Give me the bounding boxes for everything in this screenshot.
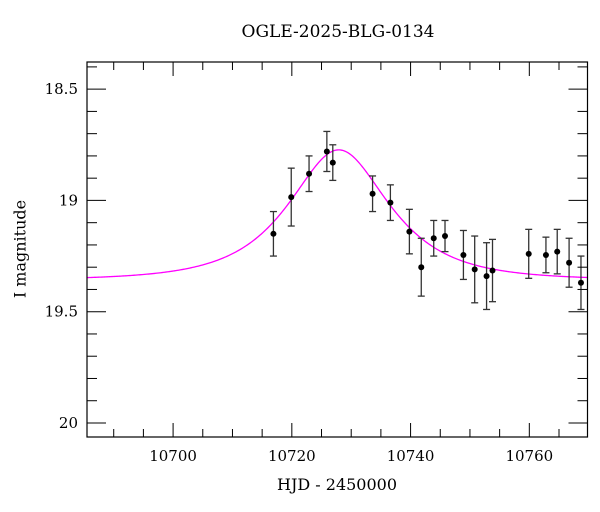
data-point (417, 237, 425, 297)
data-point (269, 210, 277, 257)
data-point (305, 155, 313, 193)
data-point (287, 167, 295, 227)
data-point (386, 184, 394, 222)
x-tick-label: 10760 (505, 447, 553, 465)
y-tick-label: 19.5 (45, 303, 78, 321)
data-point (430, 219, 438, 257)
data-point (369, 175, 377, 213)
plot-frame: 10700 10720 10740 10760 18.5 19 19.5 20 (45, 61, 589, 465)
data-points (269, 130, 585, 311)
data-point (329, 144, 337, 182)
y-tick-label: 19 (59, 191, 78, 209)
x-axis-label: HJD - 2450000 (276, 475, 398, 494)
data-point (577, 255, 585, 311)
data-point (553, 228, 561, 275)
data-point (405, 208, 413, 255)
data-point (525, 228, 533, 279)
data-point (542, 236, 550, 274)
model-curve (86, 149, 588, 279)
data-point (489, 238, 497, 303)
data-point (565, 237, 573, 288)
x-tick-label: 10720 (268, 447, 316, 465)
x-tick-label: 10700 (149, 447, 197, 465)
y-tick-label: 20 (59, 414, 78, 432)
data-point (459, 229, 467, 281)
data-point (441, 219, 449, 253)
data-point (323, 130, 331, 173)
axes-frame (86, 61, 589, 438)
data-point (471, 235, 479, 304)
chart-title: OGLE-2025-BLG-0134 (241, 22, 435, 42)
y-axis-label: I magnitude (10, 199, 30, 299)
model-curve-line (86, 149, 588, 279)
y-tick-label: 18.5 (45, 80, 78, 98)
data-point (483, 242, 491, 311)
x-tick-label: 10740 (387, 447, 435, 465)
